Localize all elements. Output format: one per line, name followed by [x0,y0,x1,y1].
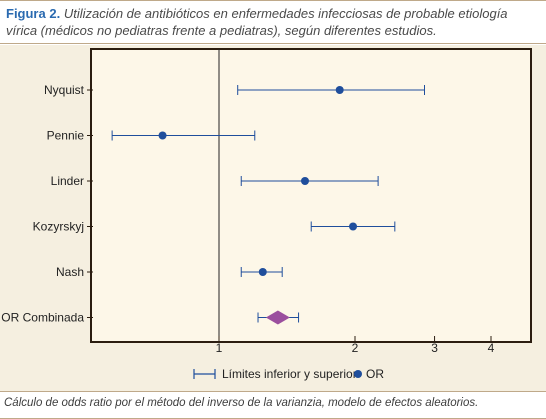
combined-or-diamond [265,310,290,325]
x-tick-label: 3 [431,341,438,355]
plot-marks [87,49,425,342]
x-axis-ticks: Nyquist Pennie Linder Kozyrskyj Nash OR Combi… [1,83,494,355]
figure-header: Figura 2. Utilización de antibióticos en… [0,0,546,44]
or-point [335,86,344,94]
legend: Límites inferior y superior OR [193,367,384,381]
or-point [349,222,358,231]
figure-footnote: Cálculo de odds ratio por el método del … [0,391,546,419]
legend-or-label: OR [366,367,384,381]
plot-frame [90,48,532,343]
y-tick-label: Kozyrskyj [33,220,84,234]
or-point [158,131,167,140]
y-tick-label: Pennie [47,129,85,143]
x-tick-label: 2 [352,341,359,355]
x-tick-label: 4 [488,341,495,355]
legend-ci-label: Límites inferior y superior [222,367,357,381]
or-point [300,177,309,185]
forest-plot: Nyquist Pennie Linder Kozyrskyj Nash OR Combi… [1,48,532,381]
figure-label: Figura 2. [6,6,61,21]
x-tick-label: 1 [216,341,223,355]
y-tick-label: OR Combinada [1,311,84,325]
chart-panel: Nyquist Pennie Linder Kozyrskyj Nash OR Combi… [0,45,546,391]
figure-title: Utilización de antibióticos en enfermeda… [6,6,508,38]
y-tick-label: Linder [51,174,84,188]
y-tick-label: Nyquist [44,83,85,97]
y-tick-label: Nash [56,265,84,279]
or-point [258,268,267,276]
legend-or-dot [354,370,362,378]
